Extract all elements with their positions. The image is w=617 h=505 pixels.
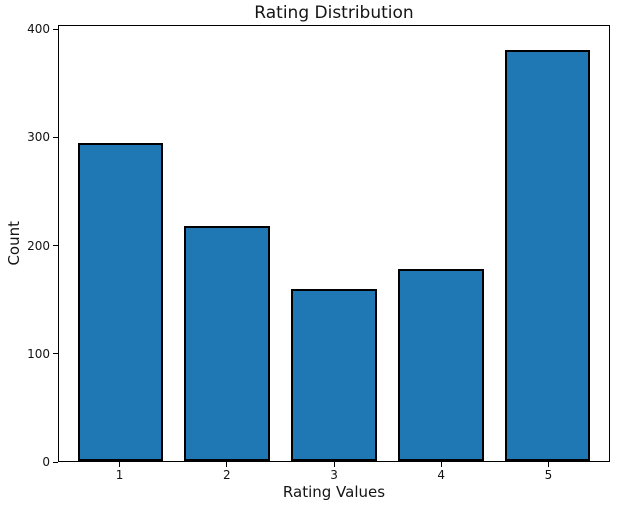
bar-rating-1 xyxy=(77,143,164,461)
x-tick-slot: 1 xyxy=(66,462,173,482)
x-tick-label: 3 xyxy=(330,468,338,482)
y-tick-mark xyxy=(53,461,58,463)
chart-title: Rating Distribution xyxy=(254,3,414,23)
x-tick-mark xyxy=(333,462,335,467)
y-tick-mark xyxy=(53,136,58,138)
x-axis-label: Rating Values xyxy=(282,483,386,501)
y-tick-mark xyxy=(53,28,58,30)
x-axis: 1 2 3 4 5 xyxy=(58,462,610,482)
bar-rating-3 xyxy=(291,288,377,461)
x-tick-label: 4 xyxy=(437,468,446,482)
bar-slot xyxy=(67,26,174,461)
bar-rating-4 xyxy=(398,269,484,461)
y-tick-label: 300 xyxy=(27,130,50,145)
y-tick-label: 400 xyxy=(27,22,50,37)
y-tick-mark xyxy=(53,353,58,355)
x-tick-slot: 4 xyxy=(388,462,495,482)
x-tick-mark xyxy=(226,462,228,467)
bar-slot xyxy=(174,26,281,461)
bar-slot xyxy=(494,26,601,461)
y-tick-mark xyxy=(53,245,58,247)
x-tick-mark xyxy=(440,462,442,467)
x-tick-label: 5 xyxy=(544,468,553,482)
bar-rating-2 xyxy=(184,226,270,461)
x-tick-label: 2 xyxy=(222,468,231,482)
bars xyxy=(59,26,609,461)
x-tick-mark xyxy=(119,462,121,467)
x-tick-slot: 5 xyxy=(495,462,602,482)
y-tick-label: 0 xyxy=(42,455,50,469)
plot-area xyxy=(58,25,610,462)
bar-rating-5 xyxy=(504,49,591,461)
x-tick-mark xyxy=(547,462,549,467)
bar-slot xyxy=(281,26,388,461)
y-tick-label: 100 xyxy=(27,346,50,361)
x-tick-slot: 3 xyxy=(280,462,387,482)
y-tick-label: 200 xyxy=(27,238,50,253)
bar-slot xyxy=(387,26,494,461)
x-tick-slot: 2 xyxy=(173,462,280,482)
x-tick-label: 1 xyxy=(115,468,124,482)
